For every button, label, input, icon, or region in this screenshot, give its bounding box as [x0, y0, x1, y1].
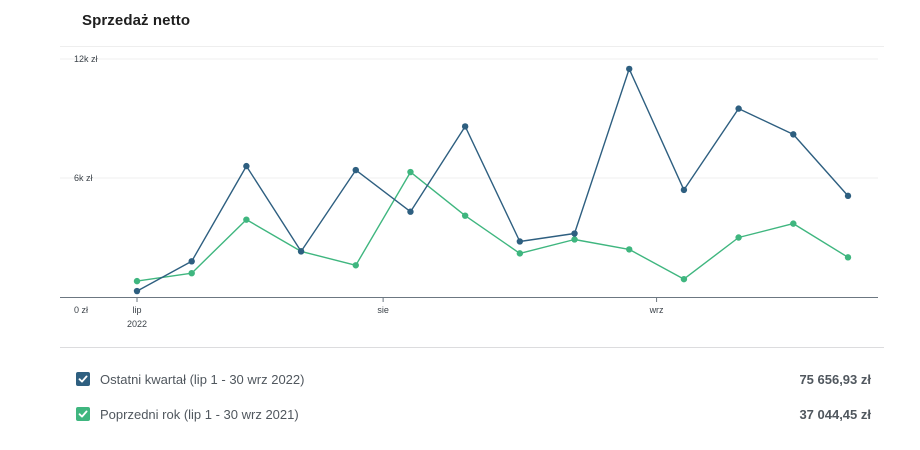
- data-point-current-quarter: [790, 131, 797, 138]
- data-point-current-quarter: [352, 166, 359, 174]
- data-point-current-quarter: [188, 258, 195, 265]
- x-tick-label: sie: [377, 305, 389, 315]
- chart-title: Sprzedaż netto: [82, 12, 191, 29]
- data-point-previous-year: [680, 275, 688, 283]
- x-tick-label: lip: [132, 305, 141, 315]
- net-sales-line-chart: 0 zł 6k zł 12k zł lip 2022 sie wrz: [60, 54, 878, 329]
- y-tick-label: 12k zł: [74, 54, 98, 64]
- legend-total-previous-year: 37 044,45 zł: [799, 406, 871, 422]
- data-point-current-quarter: [297, 248, 305, 255]
- legend-label-current-quarter: Ostatni kwartał (lip 1 - 30 wrz 2022): [100, 371, 305, 387]
- checkbox-previous-year[interactable]: [76, 407, 90, 421]
- data-point-previous-year: [133, 277, 141, 285]
- data-point-current-quarter: [407, 208, 414, 215]
- legend-item-current-quarter[interactable]: Ostatni kwartał (lip 1 - 30 wrz 2022) 75…: [76, 369, 871, 389]
- data-point-previous-year: [790, 220, 797, 227]
- legend-divider: [60, 347, 884, 348]
- check-icon: [78, 410, 88, 418]
- data-point-current-quarter: [626, 65, 633, 73]
- data-point-previous-year: [735, 234, 742, 241]
- data-point-previous-year: [243, 216, 250, 223]
- data-point-previous-year: [407, 168, 414, 176]
- check-icon: [78, 375, 88, 383]
- x-tick-sublabel: 2022: [127, 319, 147, 329]
- data-point-previous-year: [626, 246, 633, 253]
- series-line-previous-year: [136, 171, 849, 282]
- data-point-previous-year: [516, 250, 524, 257]
- legend-total-current-quarter: 75 656,93 zł: [799, 371, 871, 387]
- data-point-current-quarter: [735, 105, 742, 112]
- y-tick-label: 0 zł: [74, 305, 88, 315]
- data-point-current-quarter: [516, 238, 524, 245]
- data-point-previous-year: [352, 262, 359, 269]
- header-divider: [60, 46, 884, 47]
- y-tick-label: 6k zł: [74, 173, 93, 183]
- legend-item-previous-year[interactable]: Poprzedni rok (lip 1 - 30 wrz 2021) 37 0…: [76, 404, 871, 424]
- data-point-current-quarter: [243, 162, 250, 170]
- data-point-previous-year: [571, 236, 578, 243]
- data-point-previous-year: [461, 212, 469, 219]
- data-point-current-quarter: [571, 230, 578, 237]
- x-tick-label: wrz: [649, 305, 664, 315]
- data-point-current-quarter: [461, 123, 469, 130]
- data-point-current-quarter: [133, 287, 141, 295]
- data-point-previous-year: [188, 270, 195, 277]
- series-line-current-quarter: [136, 68, 849, 292]
- data-point-current-quarter: [844, 192, 852, 200]
- data-point-current-quarter: [680, 186, 688, 194]
- legend-label-previous-year: Poprzedni rok (lip 1 - 30 wrz 2021): [100, 406, 299, 422]
- checkbox-current-quarter[interactable]: [76, 372, 90, 386]
- data-point-previous-year: [844, 254, 852, 261]
